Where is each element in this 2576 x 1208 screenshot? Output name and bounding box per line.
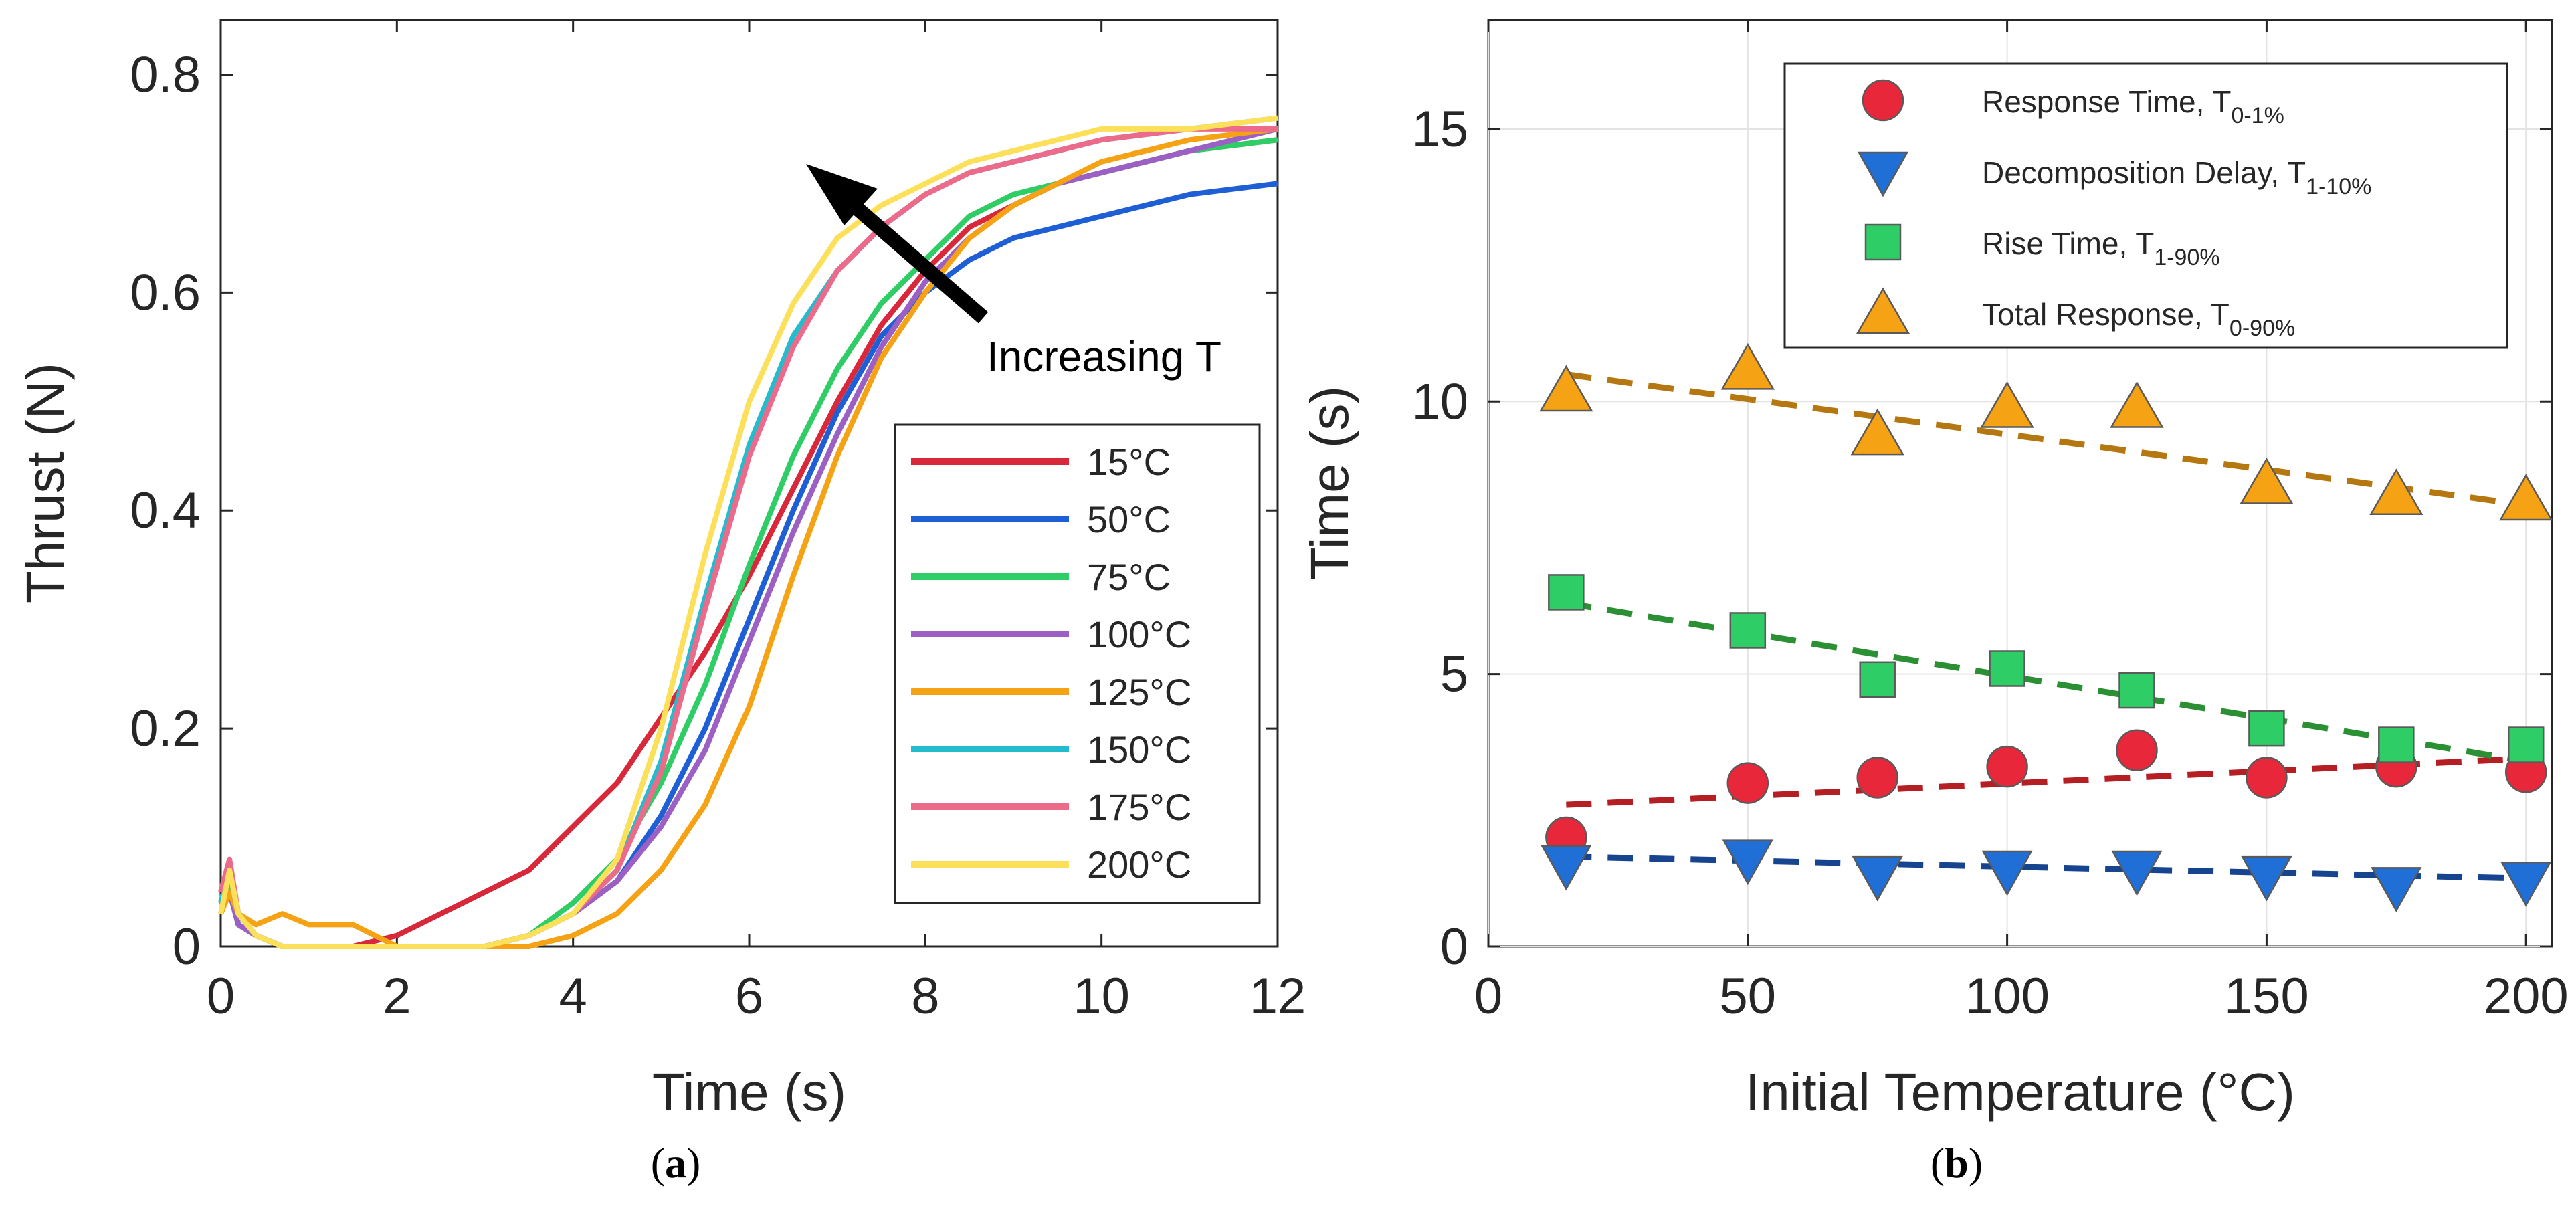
data-point [1539, 365, 1593, 412]
fit-line [1566, 755, 2527, 808]
legend-label: Decomposition Delay, T1-10% [1982, 155, 2371, 199]
data-point [2116, 729, 2158, 771]
legend-label: Rise Time, T1-90% [1982, 226, 2220, 270]
legend-label: 15°C [1087, 441, 1171, 483]
data-point [1981, 850, 2033, 896]
data-point [2371, 867, 2422, 912]
data-point [2246, 757, 2288, 799]
fit-line [1565, 371, 2527, 508]
x-tick-label: 6 [735, 968, 763, 1025]
data-point [2369, 468, 2423, 516]
x-ticks-a: 0 2 4 6 8 10 12 [207, 20, 1306, 1025]
y-tick-label: 5 [1440, 646, 1468, 703]
legend-a: 15°C 50°C 75°C 100°C 125°C 150°C 175°C 200°C [894, 423, 1261, 904]
fit-line [1565, 600, 2527, 765]
data-point [2378, 726, 2415, 763]
x-axis-label-b: Initial Temperature (°C) [1745, 1062, 2295, 1122]
data-point [1989, 650, 2025, 687]
x-tick-label: 200 [2484, 968, 2569, 1025]
legend-b: Response Time, T0-1% Decomposition Delay,… [1783, 62, 2508, 349]
data-point [1980, 381, 2034, 428]
data-point [2499, 474, 2553, 521]
data-point [1726, 762, 1769, 804]
y-axis-label-a: Thrust (N) [15, 363, 75, 603]
y-ticks-a: 0 0.2 0.4 0.6 0.8 [130, 46, 1278, 975]
y-tick-label: 0.4 [130, 482, 201, 539]
data-point [1859, 661, 1896, 698]
data-point [1986, 745, 2028, 788]
panel-label-b: (b) [1930, 1139, 1983, 1187]
data-point [1541, 845, 1592, 891]
legend-marker [1857, 151, 1909, 197]
annotation-increasing-t: Increasing T [987, 332, 1221, 381]
legend-label: 150°C [1087, 728, 1191, 771]
x-tick-label: 100 [1965, 968, 2050, 1025]
legend-box-a [894, 423, 1261, 904]
data-point [1722, 839, 1773, 886]
y-ticks-b: 0 5 10 15 [1411, 101, 2552, 975]
x-tick-label: 4 [559, 968, 587, 1025]
y-tick-label: 15 [1411, 101, 1468, 158]
legend-marker [1864, 223, 1902, 261]
x-tick-label: 10 [1073, 968, 1130, 1025]
fit-lines [1565, 371, 2527, 882]
fit-line [1566, 853, 2527, 882]
x-tick-label: 12 [1250, 968, 1306, 1025]
y-axis-label-b: Time (s) [1300, 386, 1359, 580]
data-point [1850, 408, 1904, 456]
y-tick-label: 0 [173, 918, 201, 975]
y-tick-label: 0.2 [130, 700, 201, 757]
data-point [2118, 672, 2155, 709]
x-ticks-b: 0 50 100 150 200 [1474, 20, 2569, 1025]
legend-label: 200°C [1087, 843, 1191, 886]
panel-label-a: (a) [651, 1139, 701, 1187]
data-point [2248, 710, 2285, 747]
legend-label: Total Response, T0-90% [1982, 297, 2295, 341]
series-line-125°C [218, 126, 1278, 949]
x-tick-label: 8 [911, 968, 939, 1025]
legend-marker [1862, 79, 1904, 122]
data-point [2111, 850, 2163, 896]
legend-box-b [1783, 62, 2508, 349]
legend-label: Response Time, T0-1% [1982, 84, 2284, 128]
y-tick-label: 0 [1440, 918, 1468, 975]
legend-label: 175°C [1087, 786, 1191, 828]
legend-label: 75°C [1087, 556, 1171, 598]
x-tick-label: 2 [383, 968, 411, 1025]
legend-marker [1856, 287, 1910, 334]
legend-label: 125°C [1087, 671, 1191, 713]
data-point [1729, 612, 1767, 649]
x-tick-label: 50 [1720, 968, 1777, 1025]
data-markers [1539, 342, 2553, 912]
thrust-curves [218, 115, 1278, 949]
data-point [2240, 457, 2294, 504]
data-point [1852, 855, 1903, 902]
increasing-arrow-icon [806, 164, 989, 324]
x-tick-label: 150 [2224, 968, 2309, 1025]
x-tick-label: 0 [207, 968, 235, 1025]
x-tick-label: 0 [1474, 968, 1502, 1025]
y-tick-label: 0.8 [130, 46, 201, 103]
data-point [1856, 757, 1898, 799]
series-line-200°C [218, 115, 1278, 949]
data-point [2241, 855, 2292, 902]
data-point [2500, 861, 2552, 907]
data-point [1720, 342, 1775, 390]
data-point [1548, 574, 1585, 611]
data-point [2110, 381, 2164, 428]
y-tick-label: 0.6 [130, 264, 201, 321]
data-point [2507, 726, 2545, 763]
y-tick-label: 10 [1411, 373, 1468, 430]
panel-b-time-chart: 0 50 100 150 200 0 5 10 15 Response Time, T0-1%… [1300, 19, 2569, 1187]
legend-label: 50°C [1087, 498, 1171, 540]
legend-label: 100°C [1087, 613, 1191, 656]
panel-a-thrust-chart: 0 2 4 6 8 10 12 0 0.2 0.4 0.6 0.8 Increasing T 15°… [15, 19, 1306, 1187]
x-axis-label-a: Time (s) [652, 1062, 846, 1122]
